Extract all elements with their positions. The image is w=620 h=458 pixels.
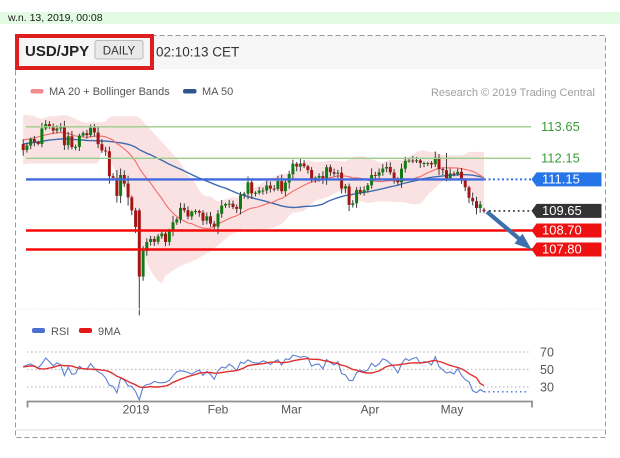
svg-text:RSI: RSI [51, 326, 69, 338]
svg-text:70: 70 [540, 346, 554, 360]
svg-text:111.15: 111.15 [542, 172, 580, 187]
svg-text:Feb: Feb [208, 403, 229, 417]
svg-text:113.65: 113.65 [541, 119, 580, 134]
svg-text:109.65: 109.65 [542, 203, 582, 218]
svg-text:MA 50: MA 50 [202, 86, 233, 98]
svg-text:Apr: Apr [361, 403, 380, 417]
svg-text:MA 20 + Bollinger Bands: MA 20 + Bollinger Bands [49, 86, 170, 98]
svg-text:Research © 2019 Trading Centra: Research © 2019 Trading Central [431, 87, 595, 99]
svg-text:50: 50 [540, 363, 554, 377]
svg-text:May: May [441, 403, 464, 417]
svg-text:30: 30 [540, 381, 554, 395]
svg-text:DAILY: DAILY [103, 46, 136, 58]
svg-text:w.n. 13, 2019, 00:08: w.n. 13, 2019, 00:08 [7, 12, 103, 24]
svg-text:112.15: 112.15 [541, 151, 580, 166]
svg-text:108.70: 108.70 [542, 223, 582, 238]
svg-text:Mar: Mar [281, 403, 302, 417]
svg-text:9MA: 9MA [98, 326, 121, 338]
svg-text:2019: 2019 [123, 403, 150, 417]
svg-text:USD/JPY: USD/JPY [25, 43, 89, 60]
svg-text:02:10:13 CET: 02:10:13 CET [156, 45, 239, 60]
svg-text:107.80: 107.80 [542, 242, 582, 257]
